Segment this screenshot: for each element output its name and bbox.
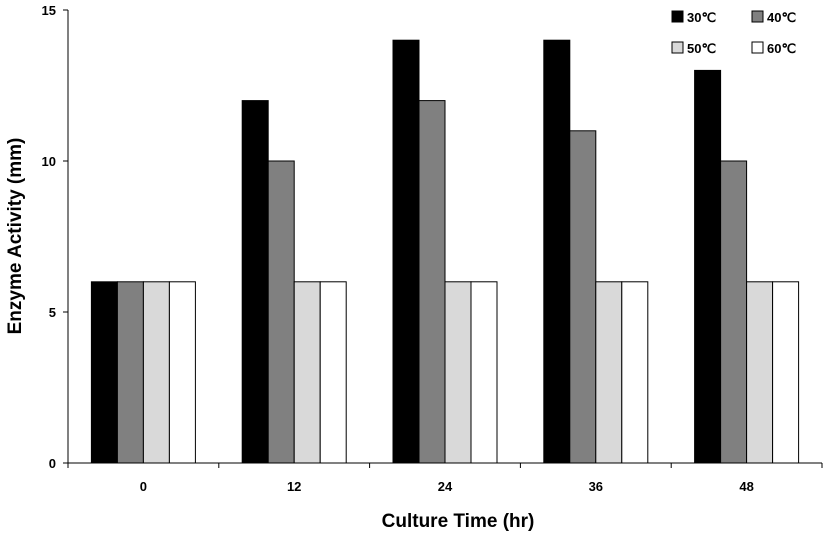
bar-30℃-48 [694, 69, 722, 464]
bar-60℃-48 [772, 281, 800, 464]
y-axis-title: Enzyme Activity (mm) [5, 138, 26, 335]
legend-swatch-60℃ [751, 41, 764, 54]
x-tick-label-24: 24 [438, 479, 453, 494]
legend-swatch-30℃ [671, 10, 684, 23]
bar-40℃-0 [116, 281, 144, 464]
y-tick-label-15: 15 [42, 3, 56, 18]
bar-60℃-0 [168, 281, 196, 464]
bar-50℃-48 [746, 281, 774, 464]
bar-50℃-24 [444, 281, 472, 464]
y-tick-label-10: 10 [42, 154, 56, 169]
legend-label-30℃: 30℃ [687, 10, 716, 25]
legend-label-40℃: 40℃ [767, 10, 796, 25]
bar-50℃-36 [595, 281, 623, 464]
legend: 30℃ 40℃ 50℃ 60℃ [671, 10, 796, 56]
bar-60℃-12 [319, 281, 347, 464]
axes-layer: 0 5 10 15 0 12 24 36 48 [42, 3, 823, 494]
x-tick-label-0: 0 [140, 479, 147, 494]
x-tick-label-48: 48 [739, 479, 753, 494]
bar-60℃-36 [621, 281, 649, 464]
bar-30℃-36 [543, 39, 571, 464]
legend-swatch-50℃ [671, 41, 684, 54]
bar-50℃-12 [293, 281, 321, 464]
bar-60℃-24 [470, 281, 498, 464]
bar-30℃-0 [90, 281, 118, 464]
bar-30℃-12 [241, 100, 269, 464]
bar-40℃-36 [569, 130, 597, 464]
bar-40℃-12 [267, 160, 295, 464]
y-tick-label-0: 0 [49, 456, 56, 471]
bar-50℃-0 [142, 281, 170, 464]
bars-layer [90, 39, 800, 464]
x-tick-label-12: 12 [287, 479, 301, 494]
legend-swatch-40℃ [751, 10, 764, 23]
y-tick-label-5: 5 [49, 305, 56, 320]
x-axis-title: Culture Time (hr) [382, 511, 535, 532]
bar-40℃-48 [720, 160, 748, 464]
x-tick-label-36: 36 [589, 479, 603, 494]
bar-30℃-24 [392, 39, 420, 464]
legend-label-60℃: 60℃ [767, 41, 796, 56]
legend-label-50℃: 50℃ [687, 41, 716, 56]
bar-40℃-24 [418, 100, 446, 464]
